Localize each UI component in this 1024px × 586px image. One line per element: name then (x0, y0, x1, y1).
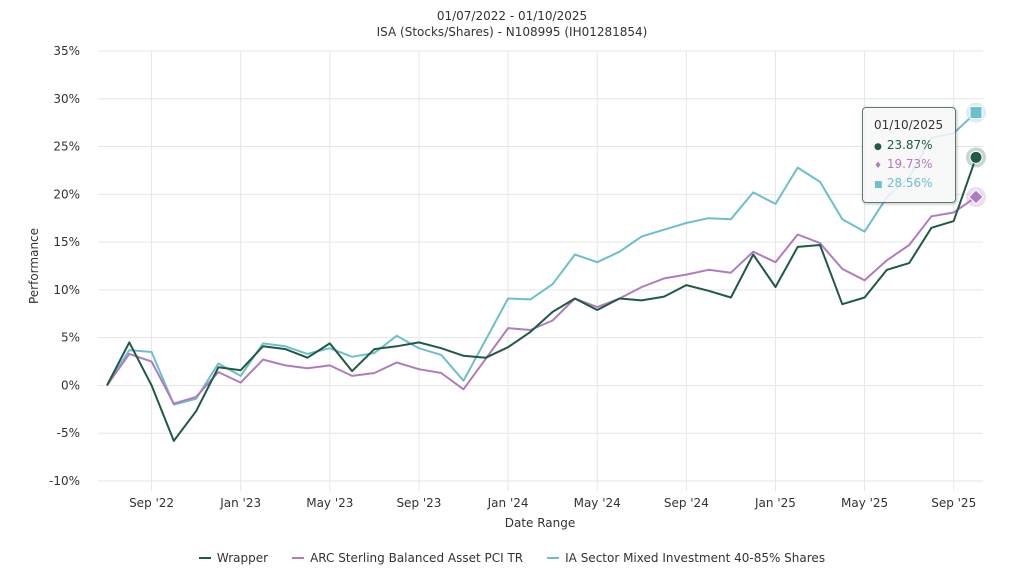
x-tick-label: Sep '24 (664, 496, 709, 510)
series-line-1[interactable] (106, 196, 977, 405)
legend-label-arc: ARC Sterling Balanced Asset PCI TR (310, 551, 524, 565)
tooltip-value-wrapper: 23.87% (886, 138, 933, 152)
grid-lines (98, 50, 983, 491)
tooltip-row-ia: ■ 28.56% (874, 174, 955, 193)
tooltip-row-arc: ♦ 19.73% (874, 155, 955, 174)
x-tick-label: Sep '22 (129, 496, 174, 510)
legend-item-arc[interactable]: ARC Sterling Balanced Asset PCI TR (292, 551, 523, 565)
circle-icon: ● (874, 142, 882, 152)
square-icon: ■ (874, 180, 883, 190)
x-tick-label: May '23 (306, 496, 353, 510)
series-line-2[interactable] (106, 111, 977, 406)
y-tick-label: 20% (53, 187, 80, 201)
x-tick-label: May '24 (574, 496, 621, 510)
x-tick-label: Sep '23 (396, 496, 441, 510)
legend-swatch-ia (547, 557, 560, 559)
y-tick-label: -10% (49, 474, 80, 488)
square-marker[interactable] (969, 106, 983, 120)
circle-marker[interactable] (969, 150, 983, 164)
legend-item-ia[interactable]: IA Sector Mixed Investment 40-85% Shares (547, 551, 825, 565)
x-tick-label: May '25 (841, 496, 888, 510)
legend-swatch-arc (292, 557, 305, 559)
x-tick-label: Jan '23 (219, 496, 261, 510)
chart-subtitle: ISA (Stocks/Shares) - N108995 (IH0128185… (376, 25, 648, 39)
hover-tooltip: 01/10/2025 ● 23.87% ♦ 19.73% ■ 28.56% (862, 107, 956, 203)
series-lines (106, 111, 977, 442)
y-axis-title: Performance (27, 228, 41, 304)
diamond-marker[interactable] (968, 189, 984, 205)
y-tick-label: 35% (53, 44, 80, 58)
legend-label-wrapper: Wrapper (216, 551, 269, 565)
y-tick-label: 0% (61, 378, 80, 392)
series-line-0[interactable] (106, 157, 977, 442)
x-tick-label: Jan '25 (754, 496, 796, 510)
x-axis-title: Date Range (505, 516, 576, 530)
legend-item-wrapper[interactable]: Wrapper (198, 551, 269, 565)
tooltip-value-arc: 19.73% (886, 157, 933, 171)
legend-swatch-wrapper (198, 557, 211, 559)
end-markers (966, 102, 986, 207)
y-tick-label: 30% (53, 92, 80, 106)
y-tick-label: 25% (53, 140, 80, 154)
diamond-icon: ♦ (874, 161, 883, 171)
tooltip-value-ia: 28.56% (886, 176, 933, 190)
chart-title: 01/07/2022 - 01/10/2025 (436, 9, 588, 23)
x-axis-ticks: Sep '22 Jan '23 May '23 Sep '23 Jan '24 May '… (129, 496, 976, 510)
y-tick-label: 5% (61, 331, 80, 345)
tooltip-row-wrapper: ● 23.87% (874, 136, 955, 155)
y-tick-label: 15% (53, 235, 80, 249)
legend-label-ia: IA Sector Mixed Investment 40-85% Shares (565, 551, 826, 565)
y-axis-ticks: -10% -5% 0% 5% 10% 15% 20% 25% 30% 35% (49, 44, 80, 488)
y-tick-label: -5% (57, 426, 80, 440)
tooltip-date: 01/10/2025 (874, 118, 944, 132)
y-tick-label: 10% (53, 283, 80, 297)
x-tick-label: Jan '24 (487, 496, 529, 510)
x-tick-label: Sep '25 (931, 496, 976, 510)
legend: Wrapper ARC Sterling Balanced Asset PCI … (0, 551, 1024, 565)
